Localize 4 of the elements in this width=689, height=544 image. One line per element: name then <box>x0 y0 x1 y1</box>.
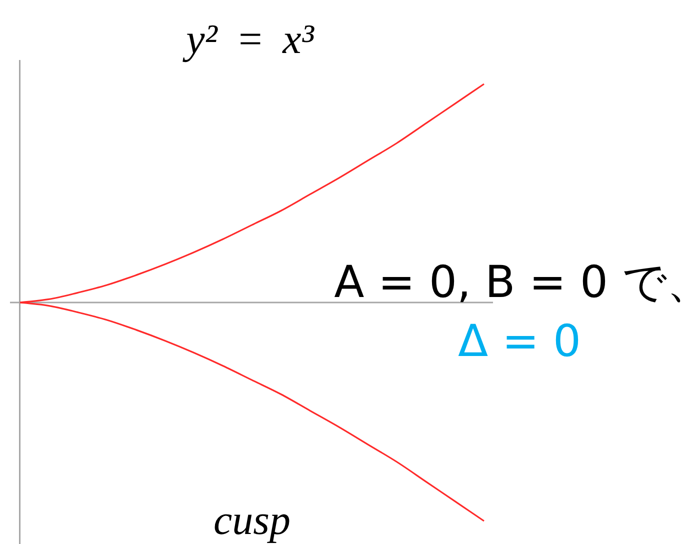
annotation: Δ = 0 <box>458 316 581 367</box>
annotation: A = 0, B = 0 で、 <box>334 257 689 308</box>
x-axis-title: cusp <box>212 498 292 544</box>
chart-title: y² = x³ <box>182 17 316 63</box>
